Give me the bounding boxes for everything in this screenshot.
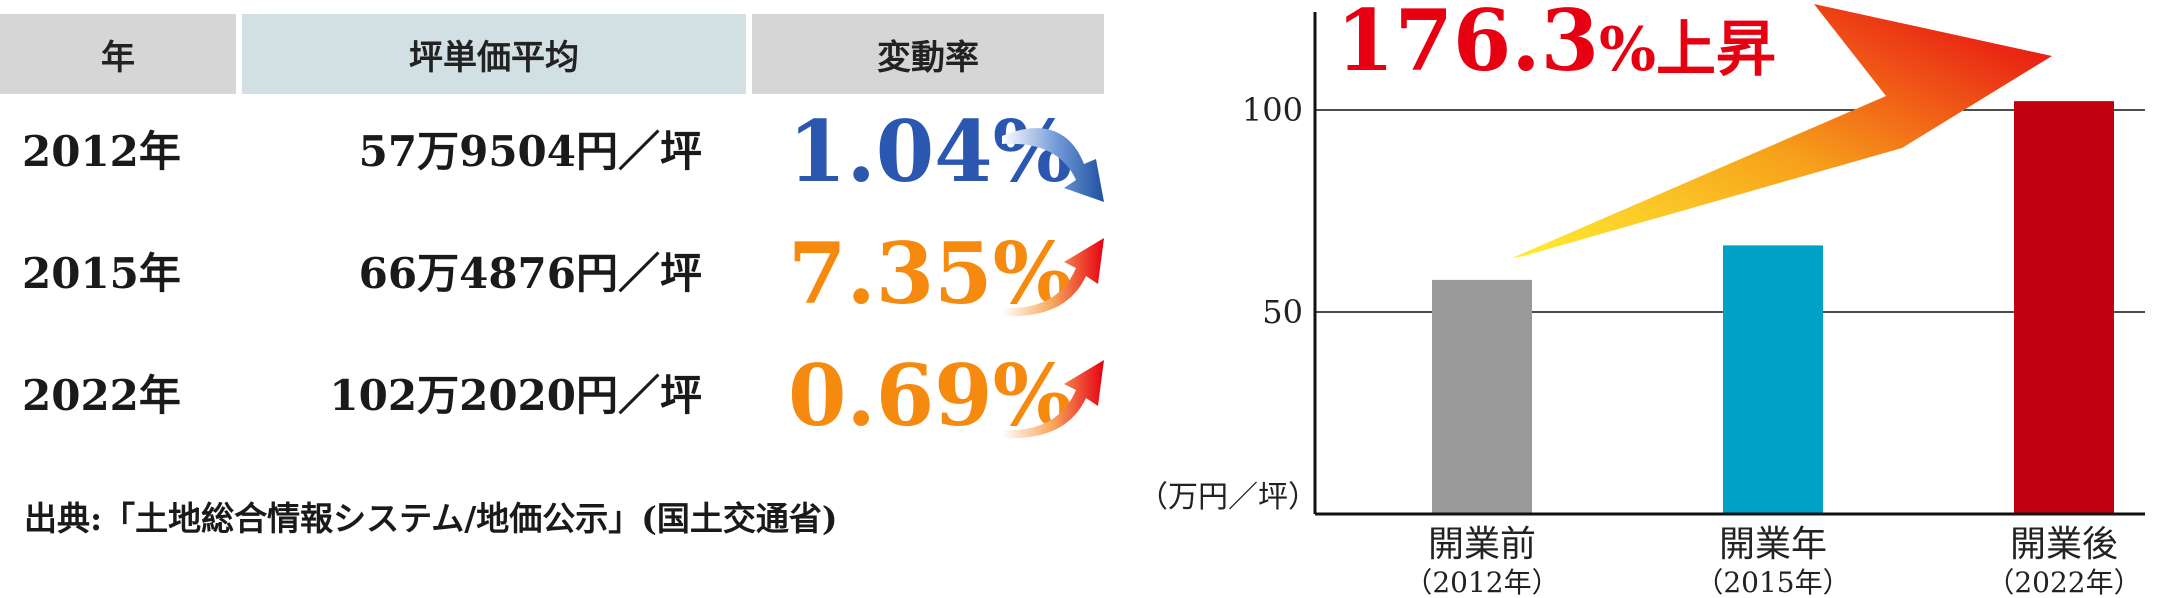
row-price: 57万9504円／坪 [358,127,702,176]
row-price: 66万4876円／坪 [358,249,702,298]
x-tick-label: 開業年 [1719,524,1827,565]
increase-arrow-icon [1512,4,2052,258]
bar [2014,101,2114,514]
row-year: 2012年 [22,127,181,176]
y-tick-labels: 50 100 [1242,91,1303,331]
bar [1723,245,1823,514]
row-price: 102万2020円／坪 [329,371,702,420]
x-tick-sublabel: （2015年） [1695,566,1850,598]
header-avg-price: 坪単価平均 [242,14,746,94]
table-row: 2015年 66万4876円／坪 7.35% [0,224,1110,324]
header-change-rate: 変動率 [752,14,1104,94]
chart-title: 176.3%上昇 [1336,0,1776,90]
y-axis-label: （万円／坪） [1140,480,1318,515]
x-tick-sublabel: （2022年） [1986,566,2141,598]
row-year: 2022年 [22,371,181,420]
source-note: 出典:「土地総合情報システム/地価公示」(国土交通省) [24,499,838,538]
table-row: 2012年 57万9504円／坪 1.04% [0,102,1110,202]
y-tick-label: 100 [1242,91,1303,129]
x-tick-labels: 開業前（2012年） 開業年（2015年） 開業後（2022年） [1404,524,2141,598]
row-change: 7.35% [788,224,1073,323]
bar [1432,279,1532,514]
x-tick-label: 開業前 [1428,524,1536,565]
row-change: 1.04% [788,102,1073,201]
bars [1432,101,2114,514]
row-year: 2015年 [22,249,181,298]
x-tick-label: 開業後 [2010,524,2118,565]
bar-chart: 50 100 開業前（2012年） 開業年（2015年） 開業後（2022年） （万円… [1140,0,2145,598]
arrow-up-icon [1002,238,1104,317]
row-change: 0.69% [788,346,1073,445]
header-year: 年 [0,14,236,94]
x-tick-sublabel: （2012年） [1404,566,1559,598]
table-row: 2022年 102万2020円／坪 0.69% [0,346,1110,446]
y-tick-label: 50 [1262,293,1303,331]
arrow-down-icon [1002,128,1104,202]
arrow-up-icon [1002,360,1104,439]
